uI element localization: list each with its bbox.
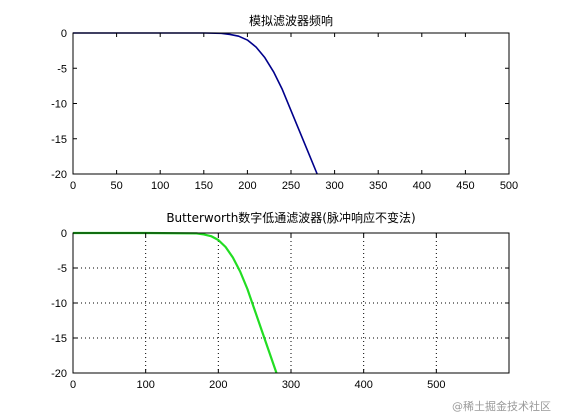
top-ytick-label-4: -20 bbox=[51, 169, 67, 181]
watermark-text: @稀土掘金技术社区 bbox=[452, 400, 551, 413]
top-xtick-label-9: 450 bbox=[456, 180, 474, 192]
bottom-ytick-label-4: -20 bbox=[51, 368, 67, 380]
bottom-xtick-label-2: 200 bbox=[209, 379, 227, 391]
top-xtick-label-0: 0 bbox=[70, 180, 76, 192]
top-xtick-label-2: 100 bbox=[151, 180, 169, 192]
top-xtick-label-4: 200 bbox=[238, 180, 256, 192]
top-plot: 0 50 100 150 200 250 300 350 400 450 500 0 -5 -10 -15 -… bbox=[51, 13, 518, 192]
top-xtick-label-5: 250 bbox=[282, 180, 300, 192]
top-xtick-label-7: 350 bbox=[369, 180, 387, 192]
bottom-xtick-label-4: 400 bbox=[354, 379, 372, 391]
bottom-ytick-label-1: -5 bbox=[57, 263, 67, 275]
top-ytick-label-3: -15 bbox=[51, 134, 67, 146]
top-xtick-label-6: 300 bbox=[325, 180, 343, 192]
bottom-xtick-label-3: 300 bbox=[282, 379, 300, 391]
bottom-ytick-label-0: 0 bbox=[61, 228, 67, 240]
bottom-ytick-label-3: -15 bbox=[51, 333, 67, 345]
bottom-xtick-label-0: 0 bbox=[70, 379, 76, 391]
top-ytick-label-1: -5 bbox=[57, 63, 67, 75]
bottom-ytick-label-2: -10 bbox=[51, 298, 67, 310]
top-ytick-label-2: -10 bbox=[51, 99, 67, 111]
bottom-chart-title: Butterworth数字低通滤波器(脉冲响应不变法) bbox=[166, 210, 415, 225]
top-xtick-label-1: 50 bbox=[110, 180, 122, 192]
bottom-xtick-label-1: 100 bbox=[136, 379, 154, 391]
top-chart-title: 模拟滤波器频响 bbox=[249, 13, 333, 28]
top-xtick-label-10: 500 bbox=[500, 180, 518, 192]
bottom-xtick-label-5: 500 bbox=[427, 379, 445, 391]
top-axes-background bbox=[73, 33, 509, 174]
bottom-series-line-0 bbox=[73, 231, 278, 374]
top-xtick-label-3: 150 bbox=[195, 180, 213, 192]
top-xtick-label-8: 400 bbox=[413, 180, 431, 192]
bottom-plot: 0 100 200 300 400 500 0 -5 -10 -15 -20 Butterworth数… bbox=[51, 210, 510, 391]
top-ytick-label-0: 0 bbox=[61, 28, 67, 40]
